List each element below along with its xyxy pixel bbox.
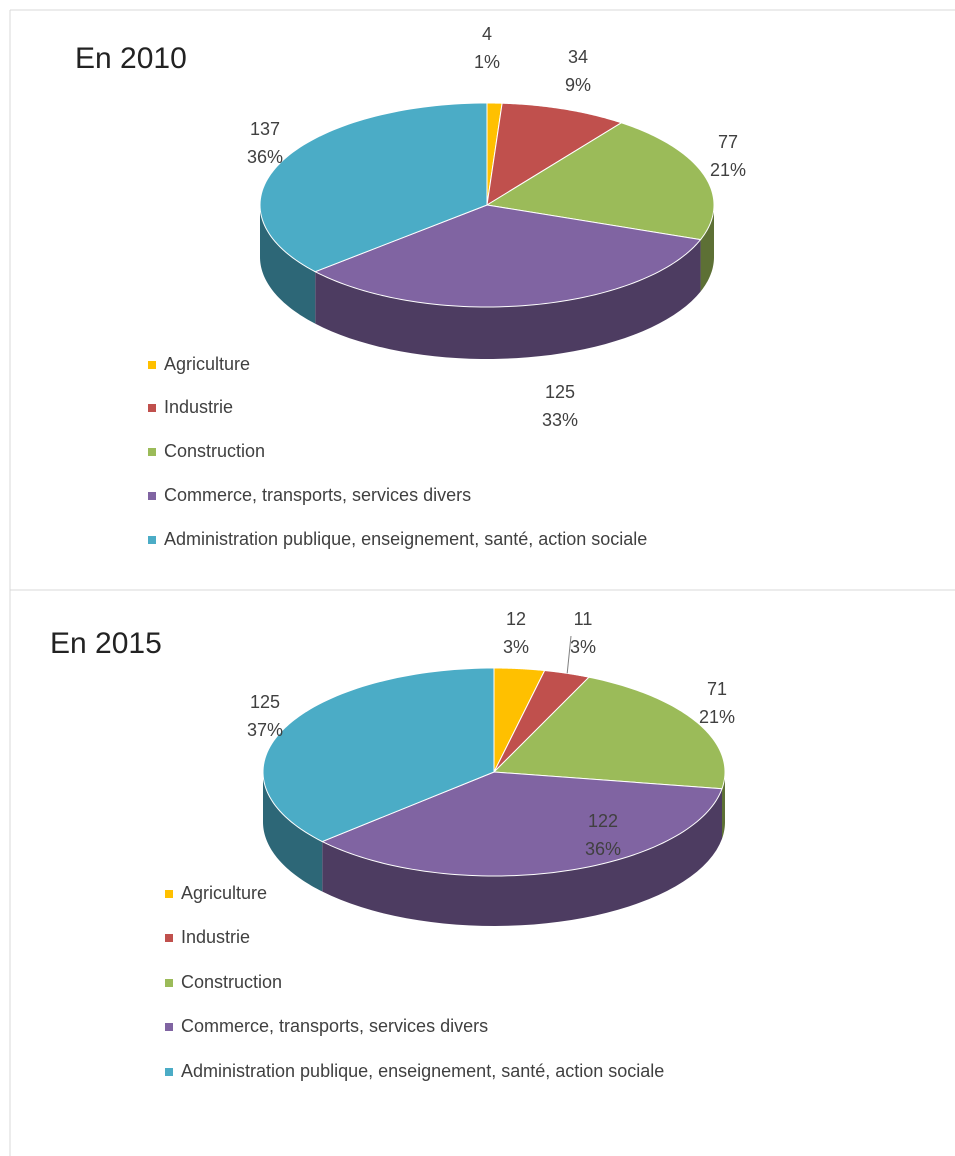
pie-side	[315, 239, 701, 359]
data-label-percent: 3%	[503, 637, 529, 657]
legend-swatch	[148, 492, 156, 500]
legend-label: Construction	[181, 972, 282, 992]
data-label-value: 12	[506, 609, 526, 629]
pie-side	[700, 205, 714, 292]
pie-slice	[486, 102, 623, 206]
pie-slice	[262, 667, 495, 843]
legend-label: Industrie	[164, 397, 233, 417]
data-label-value: 125	[250, 692, 280, 712]
pie-slice	[485, 122, 715, 241]
data-label-percent: 3%	[570, 637, 596, 657]
legend-swatch	[148, 361, 156, 369]
data-label-value: 11	[574, 609, 593, 629]
pie-side	[263, 772, 323, 892]
legend-swatch	[165, 1023, 173, 1031]
leader-line	[566, 635, 572, 674]
chart-title: En 2015	[50, 627, 162, 660]
data-label-value: 77	[718, 132, 738, 152]
data-label-value: 4	[482, 24, 492, 44]
data-label-percent: 21%	[699, 707, 735, 727]
legend-swatch	[148, 448, 156, 456]
pie-side	[722, 772, 725, 839]
data-label-value: 34	[568, 47, 588, 67]
legend-swatch	[165, 1068, 173, 1076]
legend-swatch	[148, 404, 156, 412]
data-label-percent: 36%	[585, 839, 621, 859]
legend-label: Construction	[164, 441, 265, 461]
data-label-percent: 21%	[710, 160, 746, 180]
pie-slice	[259, 102, 488, 273]
legend-label: Agriculture	[181, 883, 267, 903]
pie-sides	[260, 205, 714, 359]
data-label-percent: 36%	[247, 147, 283, 167]
pie-slice	[493, 669, 591, 773]
data-label-value: 125	[545, 382, 575, 402]
data-label-percent: 9%	[565, 75, 591, 95]
data-label-value: 122	[588, 811, 618, 831]
legend-swatch	[148, 536, 156, 544]
pie-sides	[263, 772, 725, 926]
pie-side	[260, 205, 316, 324]
data-label-percent: 37%	[247, 720, 283, 740]
data-label-value: 137	[250, 119, 280, 139]
legend-label: Administration publique, enseignement, s…	[164, 529, 647, 549]
legend-label: Commerce, transports, services divers	[164, 485, 471, 505]
legend-swatch	[165, 890, 173, 898]
legend-label: Industrie	[181, 927, 250, 947]
pie-tops	[262, 667, 726, 877]
pie-slice	[313, 204, 702, 308]
chart-title: En 2010	[75, 42, 187, 75]
pie-slice	[492, 676, 726, 790]
legend-label: Administration publique, enseignement, s…	[181, 1061, 664, 1081]
legend-swatch	[165, 979, 173, 987]
pie-tops	[259, 102, 715, 308]
legend-label: Commerce, transports, services divers	[181, 1016, 488, 1036]
data-label-percent: 1%	[474, 52, 500, 72]
legend-label: Agriculture	[164, 354, 250, 374]
legend-swatch	[165, 934, 173, 942]
pie-slice	[321, 771, 723, 877]
pie-side	[322, 788, 723, 926]
data-label-value: 71	[707, 679, 727, 699]
data-label-percent: 33%	[542, 410, 578, 430]
